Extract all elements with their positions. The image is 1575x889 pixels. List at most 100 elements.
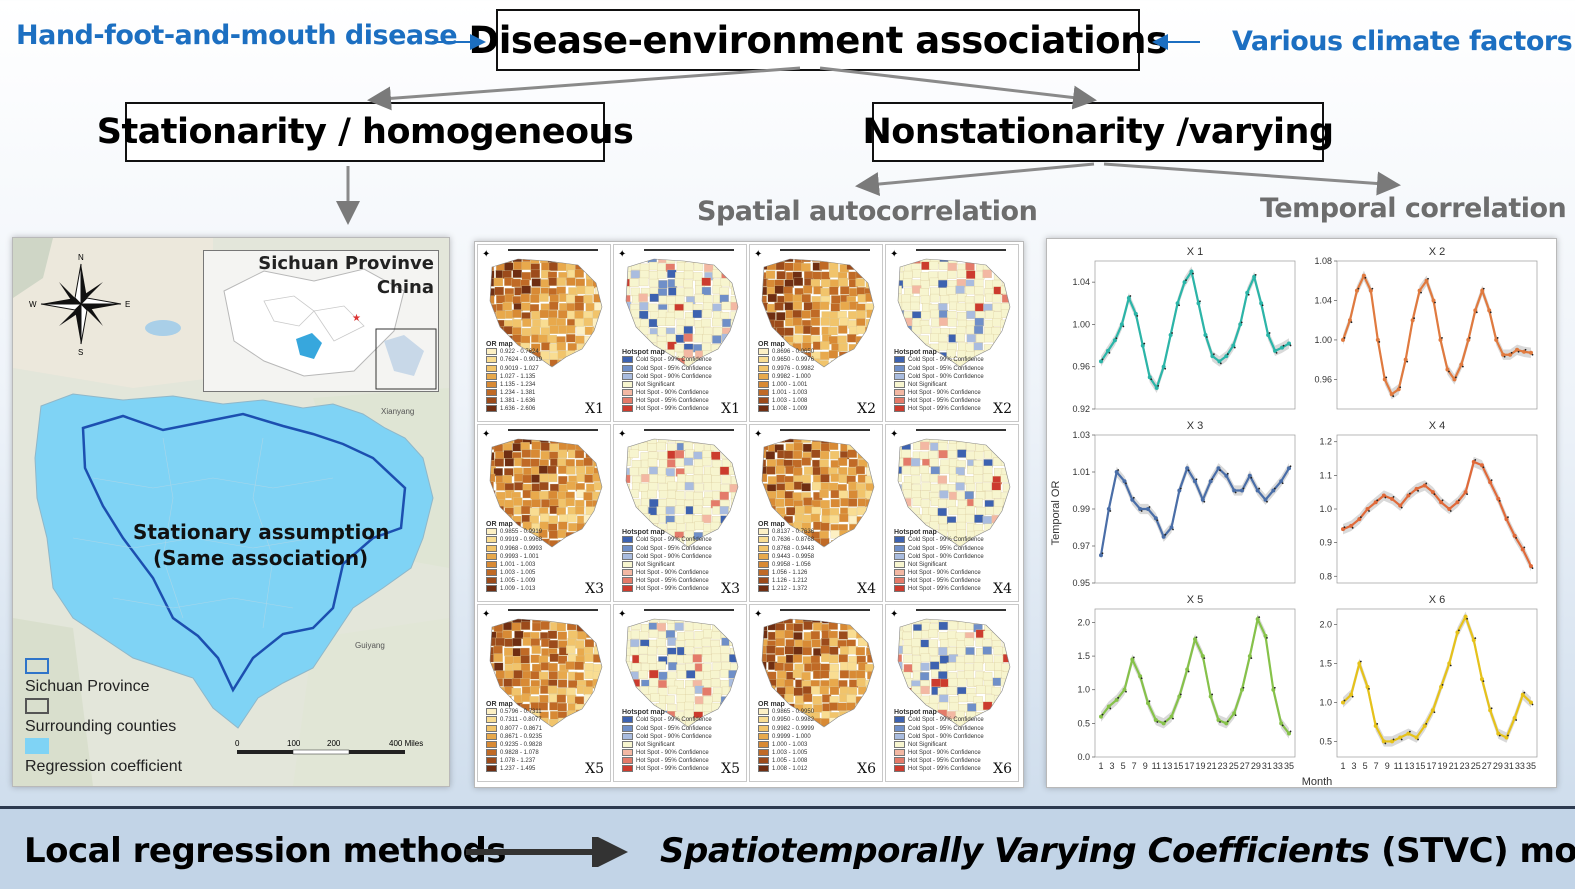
legend-swatch [486, 388, 497, 396]
y-axis-label: Temporal OR [1050, 481, 1062, 546]
hotspot-map-x4: ✦ Hotspot map Cold Spot - 99% Confidence Co… [885, 424, 1019, 602]
legend-swatch [758, 716, 769, 724]
legend-swatch [758, 348, 769, 356]
legend-swatch [894, 732, 905, 740]
data-point [1396, 387, 1401, 392]
legend-text: Cold Spot - 95% Confidence [636, 365, 712, 372]
legend-text: Not Significant [908, 561, 947, 568]
legend-swatch [486, 348, 497, 356]
x-tick-label: 13 [1162, 761, 1172, 771]
legend-swatch [486, 404, 497, 412]
legend-entry: 0.8696 - 0.9650 [758, 348, 814, 356]
china-inset-map: ★ Sichuan Provinve China [203, 250, 439, 392]
observed-point [1195, 478, 1198, 481]
mini-scale-bar [916, 609, 1006, 611]
legend-entry: 0.9950 - 0.9982 [758, 716, 814, 724]
observed-point [1226, 353, 1229, 356]
data-point [1130, 657, 1135, 662]
legend-swatch [622, 568, 633, 576]
data-point [1185, 466, 1190, 471]
legend-entry: 0.9968 - 0.9993 [486, 544, 542, 553]
data-point [1161, 534, 1166, 539]
legend-entry: Cold Spot - 99% Confidence [894, 716, 984, 724]
legend-swatch [894, 396, 905, 404]
observed-point [1250, 476, 1253, 479]
observed-point [1273, 686, 1276, 689]
legend-swatch [758, 724, 769, 732]
legend-swatch [758, 740, 769, 748]
data-point [1279, 721, 1284, 726]
legend-swatch [758, 732, 769, 740]
temporal-correlation-label: Temporal correlation [1260, 193, 1567, 224]
mini-scale-bar [508, 429, 598, 431]
legend-text: 1.056 - 1.126 [772, 569, 808, 576]
observed-point [1150, 378, 1153, 381]
legend-entry: 0.9855 - 0.9919 [486, 528, 542, 536]
legend-entry: Cold Spot - 90% Confidence [894, 732, 984, 741]
legend-surrounding: Surrounding counties [25, 718, 177, 735]
or-legend: OR map 0.9855 - 0.9919 0.9919 - 0.9968 0.99… [486, 521, 542, 593]
legend-entry: Cold Spot - 95% Confidence [622, 724, 712, 733]
footer-stvc-italic: Spatiotemporally Varying Coefficients [660, 831, 1370, 871]
legend-entry: Not Significant [894, 740, 984, 749]
data-point [1271, 488, 1276, 493]
legend-swatch [758, 584, 769, 592]
observed-point [1226, 720, 1229, 723]
variable-label: X3 [585, 581, 604, 597]
legend-text: 0.9982 - 1.000 [772, 373, 811, 380]
data-point [1479, 677, 1484, 682]
observed-point [1195, 636, 1198, 639]
observed-point [1172, 717, 1174, 720]
observed-point [1109, 707, 1112, 710]
data-point [1193, 479, 1197, 484]
legend-entry: 0.9982 - 1.000 [758, 372, 814, 381]
data-point [1169, 525, 1174, 530]
data-point [1455, 500, 1460, 505]
legend-swatch [758, 568, 769, 576]
y-tick-label: 1.2 [1319, 437, 1332, 447]
legend-swatch [622, 576, 633, 584]
observed-point [1125, 482, 1127, 485]
legend-swatch [758, 396, 769, 404]
assumption-line-2: (Same association) [153, 546, 369, 570]
mini-scale-bar [916, 429, 1006, 431]
legend-title: Hotspot map [622, 349, 665, 357]
data-point [1520, 547, 1525, 552]
observed-point [1164, 720, 1167, 723]
observed-point [1425, 482, 1428, 485]
x-tick-label: 5 [1121, 761, 1126, 771]
legend-entry: 0.9993 - 1.001 [486, 552, 542, 561]
observed-point [1364, 276, 1367, 279]
data-point [1466, 337, 1471, 342]
legend-entry: Cold Spot - 99% Confidence [894, 356, 984, 364]
legend-swatch [894, 372, 905, 380]
legend-text: 0.5796 - 0.7311 [500, 709, 542, 716]
data-point [1154, 385, 1159, 390]
observed-point [1475, 311, 1478, 314]
mini-compass-icon: ✦ [482, 249, 490, 260]
legend-text: 1.237 - 1.495 [500, 766, 536, 772]
observed-point [1441, 337, 1443, 339]
hot-choropleth: ✦ [890, 609, 1011, 728]
legend-entry: Hot Spot - 99% Confidence [622, 584, 712, 593]
legend-text: 0.9993 - 1.001 [500, 553, 539, 560]
y-tick-label: 0.95 [1072, 578, 1090, 588]
x-tick-label: 3 [1110, 761, 1115, 771]
variable-label: X1 [721, 401, 740, 417]
observed-point [1517, 350, 1520, 353]
data-point [1112, 338, 1117, 343]
mini-compass-icon: ✦ [890, 429, 898, 440]
observed-point [1117, 696, 1120, 699]
legend-text: Cold Spot - 95% Confidence [908, 545, 984, 552]
mini-scale-bar [780, 249, 870, 251]
data-point [1247, 654, 1252, 659]
legend-swatch [758, 380, 769, 388]
data-point [1430, 708, 1435, 713]
observed-point [1384, 742, 1387, 745]
legend-title: OR map [486, 521, 513, 529]
legend-swatch [758, 576, 769, 584]
data-point [1354, 288, 1359, 293]
observed-point [1101, 358, 1104, 361]
or-choropleth: ✦ [754, 429, 875, 548]
x-tick-label: 7 [1132, 761, 1137, 771]
